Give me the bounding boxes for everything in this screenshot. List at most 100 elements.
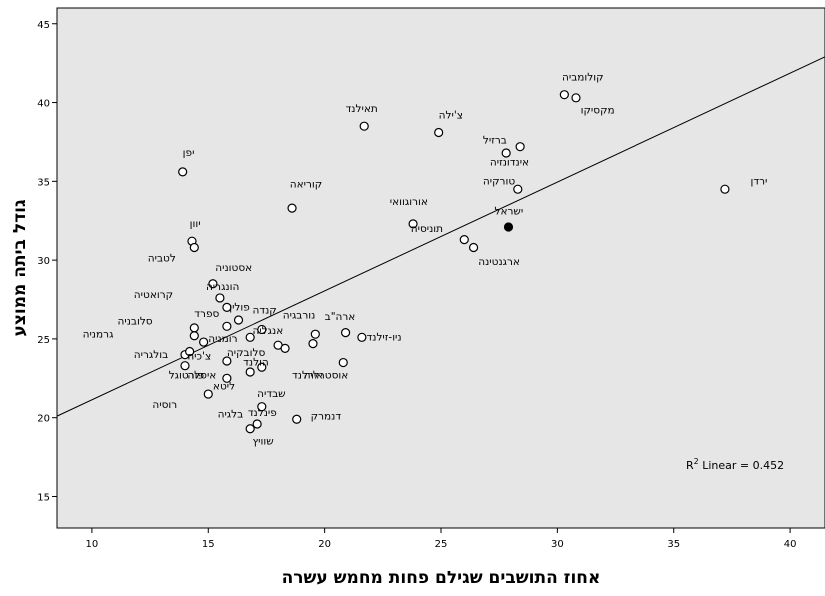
data-point-19 <box>233 315 244 325</box>
point-label-12: תוניסיה <box>411 223 443 235</box>
x-tick-label-2: 20 <box>318 539 331 550</box>
data-point-1 <box>571 93 581 103</box>
data-point-30 <box>340 328 351 338</box>
data-point-44 <box>252 419 262 429</box>
point-label-11: ישראל <box>495 205 524 217</box>
x-tick-label-0: 10 <box>86 539 99 550</box>
data-point-16 <box>208 279 218 289</box>
x-tick-label-5: 35 <box>667 539 680 550</box>
point-label-9: קוריאה <box>290 179 322 191</box>
data-point-6 <box>513 184 523 194</box>
data-point-28 <box>308 339 318 349</box>
data-point-36 <box>245 367 255 377</box>
data-point-41 <box>257 402 267 412</box>
data-point-9 <box>287 203 297 213</box>
point-label-25: נורבגיה <box>283 309 316 321</box>
data-point-22 <box>189 331 199 341</box>
y-tick-label-0: 15 <box>37 492 50 503</box>
data-point-4 <box>501 148 511 158</box>
point-label-32: הולנד <box>243 357 269 369</box>
data-point-31 <box>357 332 367 342</box>
data-point-24 <box>245 332 255 342</box>
point-label-26: אנגליה <box>252 325 283 337</box>
y-tick-label-1: 20 <box>37 414 50 425</box>
point-label-19: פולין <box>229 302 250 314</box>
data-point-10 <box>408 219 418 229</box>
x-tick-label-4: 30 <box>551 539 564 550</box>
point-label-42: דנמרק <box>311 410 342 422</box>
point-label-43: שוויץ <box>252 435 273 447</box>
r2-rest: Linear = 0.452 <box>699 459 784 472</box>
point-label-21: סלובניה <box>118 316 153 328</box>
point-label-33: פורטוגל <box>169 369 204 381</box>
point-label-0: קולומביה <box>562 71 604 83</box>
data-point-38 <box>222 373 232 383</box>
data-point-43 <box>245 424 255 434</box>
point-label-28: ניו-זילנד <box>367 331 402 343</box>
point-label-18: קרואטיה <box>134 289 173 301</box>
data-point-18 <box>222 302 232 312</box>
y-tick-label-5: 40 <box>37 99 50 110</box>
point-label-27: ארה"ב <box>325 311 356 323</box>
point-label-14: יוון <box>190 218 201 230</box>
data-point-40 <box>203 389 213 399</box>
x-tick-label-1: 15 <box>202 539 215 550</box>
point-label-10: אורוגוואי <box>390 196 428 208</box>
r2-base: R <box>686 459 694 472</box>
r2-annotation: R2 Linear = 0.452 <box>686 457 784 472</box>
data-point-7 <box>720 184 730 194</box>
data-point-15 <box>189 242 199 253</box>
axis-ticks: 10 15 20 25 30 35 40 15 20 25 30 35 40 45 <box>37 20 796 550</box>
point-label-30: בולגריה <box>134 349 168 361</box>
point-label-5: אינדונזיה <box>490 157 529 169</box>
data-point-13 <box>468 242 479 253</box>
y-axis-title: גודל ביתה ממוצע <box>10 199 30 336</box>
data-point-5 <box>515 142 525 152</box>
y-tick-label-3: 30 <box>37 256 50 267</box>
point-label-2: צ'ילה <box>439 109 463 121</box>
data-point-0 <box>559 90 569 100</box>
x-tick-label-3: 25 <box>435 539 448 550</box>
data-point-21 <box>189 323 199 333</box>
point-label-40: פינלנד <box>248 407 277 419</box>
point-label-38: שבדיה <box>257 388 285 400</box>
point-label-17: הונגריה <box>206 281 239 293</box>
data-point-37 <box>257 362 267 372</box>
point-label-37: ליטא <box>213 380 235 392</box>
point-label-22: גרמניה <box>83 328 114 340</box>
data-point-39 <box>338 357 348 368</box>
y-tick-label-6: 45 <box>37 20 50 31</box>
point-label-41: בלגיה <box>218 409 244 421</box>
point-label-15: לטביה <box>148 253 176 265</box>
point-label-16: אסטוניה <box>215 262 252 274</box>
data-point-17 <box>215 293 225 303</box>
point-label-35: אירלנד <box>292 369 323 381</box>
data-point-2 <box>434 127 444 138</box>
data-point-23 <box>199 337 209 347</box>
data-point-27 <box>280 343 290 353</box>
data-point-3 <box>359 121 369 131</box>
x-tick-label-6: 40 <box>784 539 797 550</box>
y-tick-label-4: 35 <box>37 177 50 188</box>
points-group <box>178 90 730 434</box>
x-axis-title: אחוז התושבים שגילם פחות מחמש עשרה <box>282 568 601 588</box>
highlight-point-11 <box>503 222 514 232</box>
point-label-7: ירדן <box>751 175 768 187</box>
data-point-25 <box>257 324 267 335</box>
point-label-20: ספרד <box>194 308 219 320</box>
point-label-36: אוסטרליה <box>304 369 349 381</box>
point-label-13: ארגנטינה <box>478 256 520 268</box>
point-label-3: תאילנד <box>346 103 378 115</box>
plot-area <box>56 7 825 529</box>
point-label-1: מקסיקו <box>581 105 615 117</box>
point-label-6: טורקיה <box>483 175 515 187</box>
data-point-12 <box>459 235 469 245</box>
point-label-31: צ'כיה <box>187 350 211 362</box>
data-point-42 <box>292 414 302 424</box>
point-label-23: רומניה <box>208 333 237 345</box>
point-label-8: יפן <box>183 147 195 159</box>
data-point-29 <box>310 329 320 339</box>
data-point-33 <box>185 346 195 357</box>
r2-sup: 2 <box>694 457 699 466</box>
